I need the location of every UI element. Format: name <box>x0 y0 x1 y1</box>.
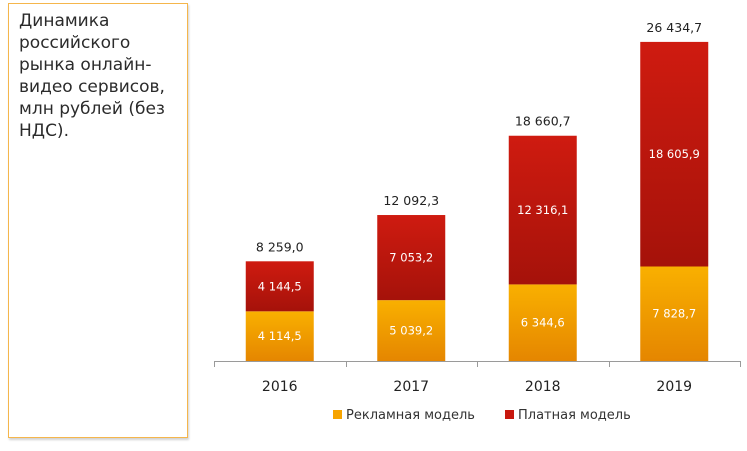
data-label-paid-2018: 12 316,1 <box>517 203 568 217</box>
bar-advertising-2018 <box>508 284 577 361</box>
bar-paid-2019 <box>640 41 709 267</box>
bar-advertising-2016 <box>245 311 314 361</box>
chart-title: Динамика российского рынка онлайн-видео … <box>19 11 165 141</box>
bar-paid-2018 <box>508 135 577 285</box>
x-tick-label-2019: 2019 <box>656 379 692 395</box>
x-tick-label-2017: 2017 <box>393 379 429 395</box>
bar-paid-2017 <box>377 215 446 301</box>
total-label-2018: 18 660,7 <box>515 114 571 129</box>
total-label-2016: 8 259,0 <box>256 239 304 254</box>
bar-advertising-2017 <box>377 300 446 361</box>
bar-advertising-2019 <box>640 266 709 361</box>
total-label-2019: 26 434,7 <box>646 20 702 35</box>
x-tick-label-2018: 2018 <box>525 379 561 395</box>
data-label-paid-2019: 18 605,9 <box>649 147 700 161</box>
total-label-2017: 12 092,3 <box>383 193 439 208</box>
legend-swatch-paid <box>505 410 514 419</box>
data-label-advertising-2017: 5 039,2 <box>389 324 433 338</box>
bar-paid-2016 <box>245 261 314 312</box>
legend-label-paid: Платная модель <box>518 408 631 423</box>
legend-label-advertising: Рекламная модель <box>346 408 475 423</box>
legend-swatch-advertising <box>333 410 342 419</box>
data-label-advertising-2016: 4 114,5 <box>258 329 302 343</box>
data-label-paid-2017: 7 053,2 <box>389 251 433 265</box>
x-tick-label-2016: 2016 <box>262 379 298 395</box>
title-box: Динамика российского рынка онлайн-видео … <box>8 3 188 438</box>
data-label-advertising-2019: 7 828,7 <box>652 307 696 321</box>
data-label-paid-2016: 4 144,5 <box>258 279 302 293</box>
data-label-advertising-2018: 6 344,6 <box>521 316 565 330</box>
